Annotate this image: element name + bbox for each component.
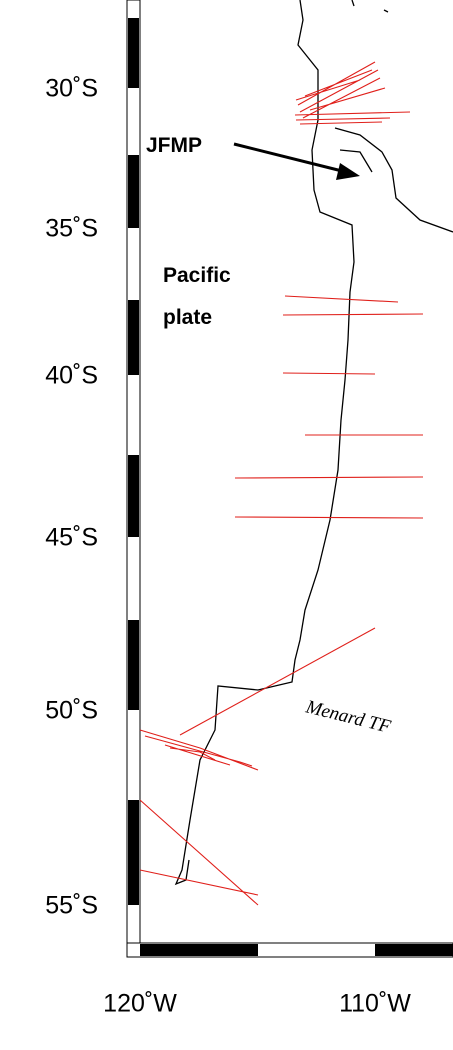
lat-label: 55˚S: [45, 892, 98, 920]
annotation: Menard TF: [303, 696, 393, 738]
lat-label: 35˚S: [45, 215, 98, 243]
lat-label: 50˚S: [45, 697, 98, 725]
lon-label: 120˚W: [103, 990, 177, 1018]
lat-label: 30˚S: [45, 75, 98, 103]
lon-label: 110˚W: [339, 990, 411, 1018]
annotation: plate: [163, 306, 212, 329]
ridges: [174, 0, 453, 886]
frame: [126, 0, 453, 958]
annotation: JFMP: [146, 134, 202, 157]
annotation: Pacific: [163, 264, 231, 287]
lat-label: 45˚S: [45, 524, 98, 552]
lat-label: 40˚S: [45, 362, 98, 390]
tracks: [139, 61, 424, 906]
arrow: [233, 142, 360, 180]
